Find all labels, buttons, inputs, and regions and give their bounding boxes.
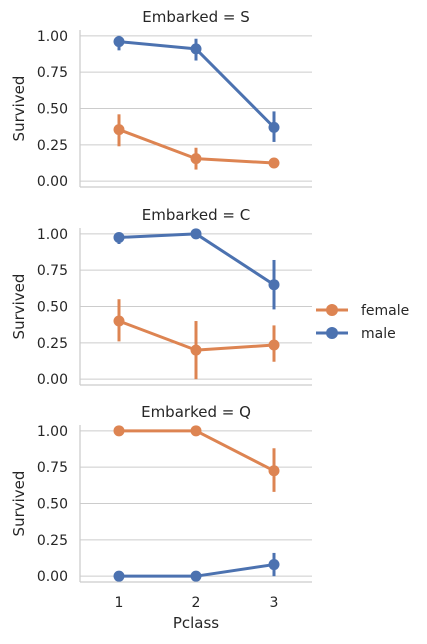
y-tick-label: 0.25 [37,533,68,549]
data-point [190,344,202,356]
y-axis-label: Survived [10,274,28,340]
y-tick-label: 1.00 [37,227,68,243]
panel-title: Embarked = S [142,8,250,26]
data-point [113,315,125,327]
series-male [113,552,280,582]
y-tick-label: 0.50 [37,497,68,513]
series-female [113,114,280,170]
data-point [190,43,202,55]
data-point [268,157,280,169]
data-point [268,465,280,477]
y-tick-label: 0.75 [37,460,68,476]
series-male [113,228,280,310]
y-tick-label: 1.00 [37,29,68,45]
legend-entry-male: male [316,326,396,342]
data-point [113,36,125,48]
legend-label: female [361,303,409,319]
data-point [113,425,125,437]
data-point [113,570,125,582]
y-axis-label: Survived [10,76,28,142]
series-male [113,35,280,142]
series-female [113,299,280,380]
series-line [118,232,275,286]
facet-panel-3: Embarked = Q 0.00 0.25 0.50 0.75 1.00 Survived… [10,403,312,611]
data-point [268,121,280,133]
x-tick-label: 2 [192,595,201,611]
panel-title: Embarked = C [142,206,250,224]
y-tick-label: 0.75 [37,263,68,279]
facet-panel-2: Embarked = C 0.00 0.25 0.50 0.75 1.00 Survived [10,206,312,388]
data-point [268,559,280,571]
panel-title: Embarked = Q [141,403,251,421]
data-point [268,279,280,291]
data-point [190,228,202,240]
y-tick-label: 0.25 [37,138,68,154]
legend-marker [326,304,338,316]
legend-marker [326,327,338,339]
facet-panel-1: Embarked = S 0.00 0.25 0.50 0.75 1.00 Survived [10,8,312,190]
data-point [268,339,280,351]
y-tick-label: 0.50 [37,102,68,118]
x-tick-label: 3 [270,595,279,611]
y-axis-label: Survived [10,471,28,537]
y-tick-label: 0.00 [37,569,68,585]
series-line [119,429,275,473]
x-axis-label: Pclass [173,614,219,632]
facet-panels: Embarked = S 0.00 0.25 0.50 0.75 1.00 Survived… [10,8,312,611]
y-tick-label: 0.50 [37,300,68,316]
data-point [190,570,202,582]
data-point [113,231,125,243]
y-tick-label: 1.00 [37,424,68,440]
legend: female male [316,303,409,342]
y-tick-label: 0.25 [37,336,68,352]
y-tick-label: 0.75 [37,65,68,81]
data-point [113,124,125,136]
legend-entry-female: female [316,303,409,319]
data-point [190,425,202,437]
data-point [190,153,202,165]
series-female [113,425,280,492]
y-tick-label: 0.00 [37,372,68,388]
legend-label: male [361,326,396,342]
y-tick-label: 0.00 [37,174,68,190]
x-tick-label: 1 [115,595,124,611]
